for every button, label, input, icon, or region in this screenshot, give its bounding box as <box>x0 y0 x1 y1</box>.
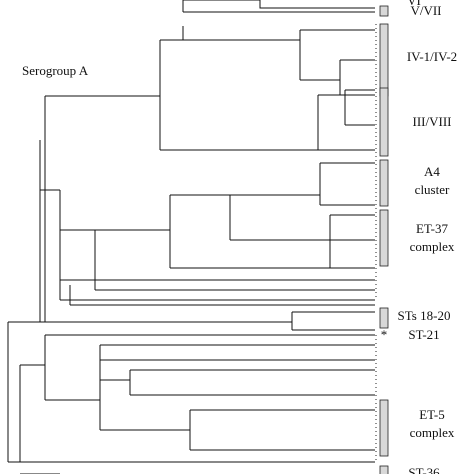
marker: * <box>381 327 388 342</box>
cluster-bars <box>375 5 389 474</box>
group-label: VI <box>407 0 421 8</box>
group-label: ST-21 <box>408 327 439 342</box>
cluster-bar <box>379 307 389 329</box>
group-label: A4 <box>424 164 440 179</box>
group-label: ET-5 <box>419 407 445 422</box>
group-label: complex <box>410 425 455 440</box>
group-label: ET-37 <box>416 221 449 236</box>
group-label: ST-36 <box>408 465 440 474</box>
group-labels: VIV/VII IV-1/IV-2 III/VIII A4 cluster ET-37 co… <box>398 0 458 474</box>
cluster-bar <box>379 87 389 157</box>
cluster-bar <box>379 399 389 457</box>
cluster-bar <box>379 5 389 17</box>
group-label: complex <box>410 239 455 254</box>
cluster-bar <box>379 23 389 97</box>
cluster-bar <box>379 465 389 474</box>
annotation: Serogroup A <box>22 63 89 78</box>
group-label: cluster <box>415 182 450 197</box>
tree-branches <box>7 0 375 474</box>
cluster-bar <box>379 209 389 267</box>
group-label: V/VII <box>410 3 441 18</box>
cluster-bar <box>379 159 389 207</box>
group-label: III/VIII <box>413 114 452 129</box>
group-label: IV-1/IV-2 <box>407 49 457 64</box>
group-label: STs 18-20 <box>398 308 451 323</box>
